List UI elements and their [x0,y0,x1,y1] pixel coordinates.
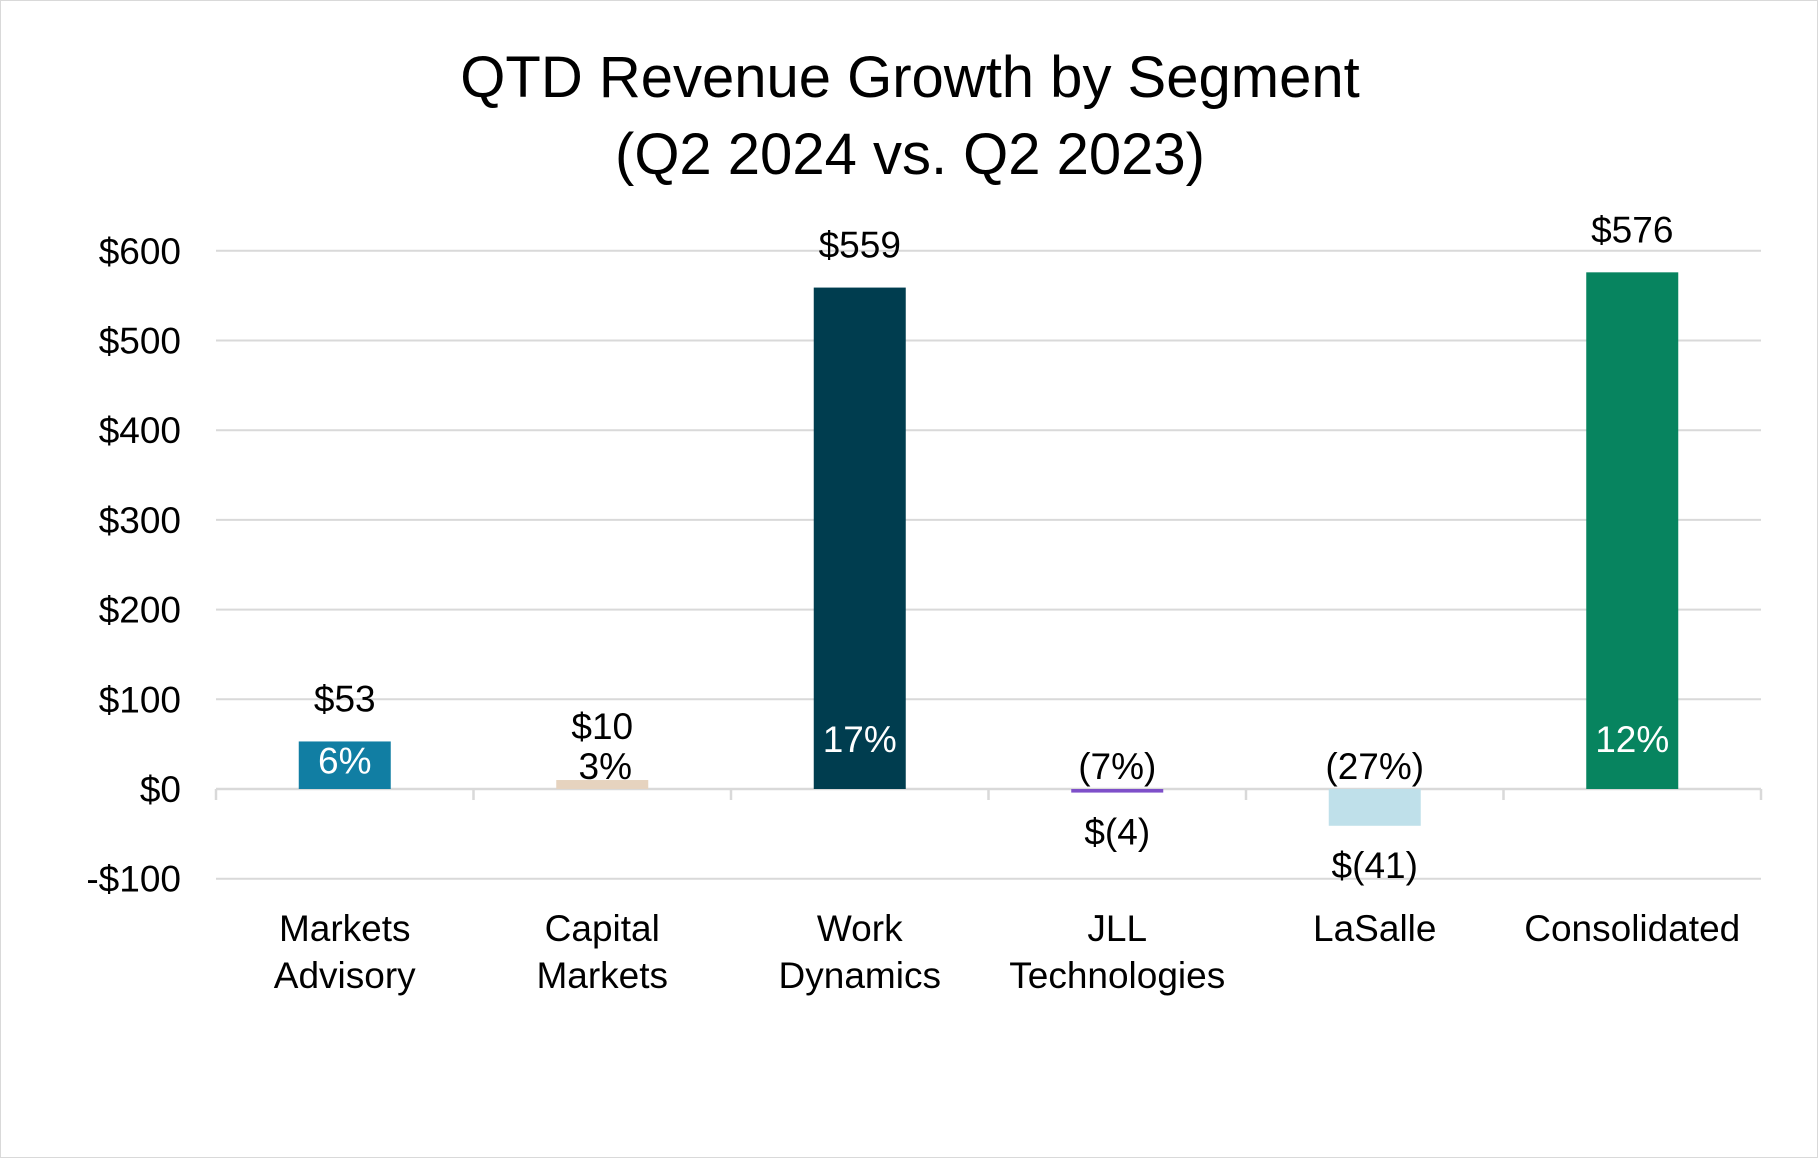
y-tick-label: $400 [99,410,181,451]
bar [1328,789,1421,826]
bar [298,741,391,789]
percent-label: 12% [1595,719,1669,760]
bar [556,780,649,789]
bar [1071,789,1164,793]
chart-title: QTD Revenue Growth by Segment (Q2 2024 vs… [460,45,1359,187]
value-label: $53 [314,678,376,719]
bars [298,272,1679,826]
bar [1586,272,1679,789]
bar [813,287,906,789]
y-tick-label: $100 [99,679,181,720]
category-label: Consolidated [1524,908,1740,949]
percent-label: 3% [579,746,632,787]
category-label: Dynamics [779,955,941,996]
x-axis [214,787,1763,800]
category-label: LaSalle [1313,908,1436,949]
category-label: Work [817,908,903,949]
percent-label: (7%) [1078,746,1156,787]
y-tick-label: $0 [140,769,181,810]
category-label: Markets [536,955,668,996]
category-label: Advisory [274,955,416,996]
y-tick-label: $300 [99,500,181,541]
value-label: $559 [819,225,901,266]
chart-title-line-1: QTD Revenue Growth by Segment [460,45,1359,110]
category-label: Technologies [1009,955,1225,996]
chart-title-line-2: (Q2 2024 vs. Q2 2023) [615,122,1205,187]
category-label: Capital [545,908,660,949]
y-tick-label: -$100 [86,859,181,900]
gridlines [216,249,1761,880]
value-label: $(41) [1332,845,1418,886]
value-label: $(4) [1084,812,1150,853]
percent-label: 6% [318,740,371,781]
value-label: $576 [1591,209,1673,250]
category-label: Markets [279,908,411,949]
y-tick-label: $600 [99,231,181,272]
value-label: $10 [571,706,633,747]
y-tick-label: $500 [99,321,181,362]
category-labels: Markets Advisory Capital Markets Work Dynamic… [274,908,1740,996]
y-tick-label: $200 [99,590,181,631]
percent-label: 17% [823,719,897,760]
percent-label: (27%) [1325,746,1424,787]
category-label: JLL [1087,908,1147,949]
y-axis-ticks: -$100 $0 $100 $200 $300 $400 $500 $600 [86,231,181,900]
data-labels: $53 6% $103% $559 17% $(4) (7%) $(41) (27%) $576 1… [314,209,1674,885]
